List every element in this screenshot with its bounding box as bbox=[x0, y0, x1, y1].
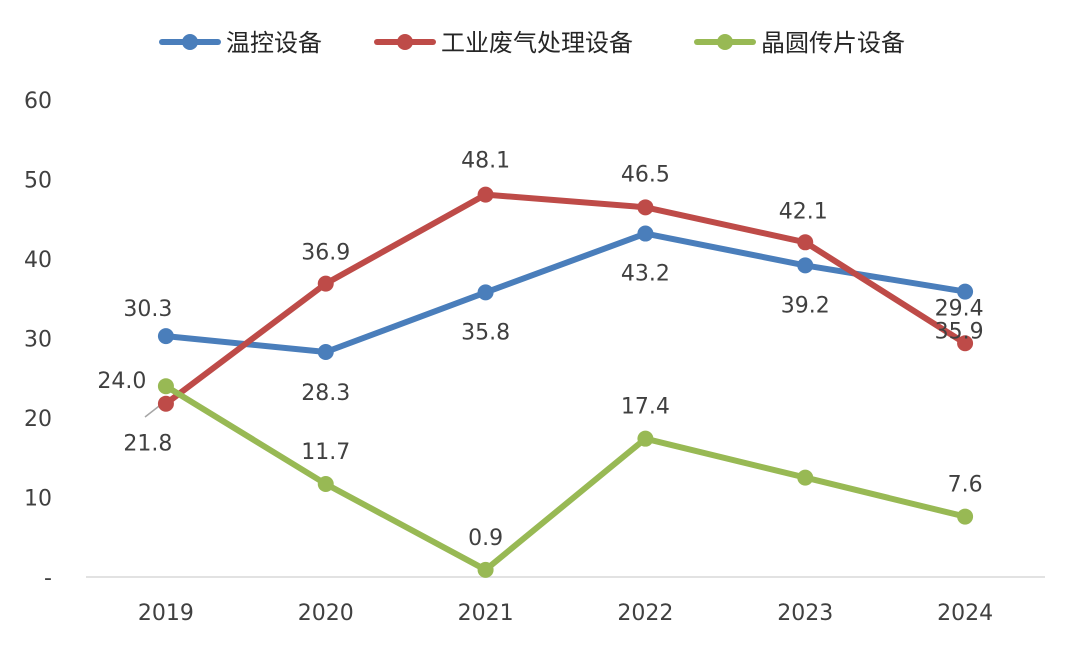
data-label: 0.9 bbox=[468, 526, 503, 551]
legend-label: 工业废气处理设备 bbox=[441, 29, 633, 57]
series-line-0 bbox=[162, 230, 969, 355]
x-tick-label: 2024 bbox=[937, 601, 993, 626]
series-line-1 bbox=[162, 191, 969, 407]
data-point-0-5 bbox=[957, 283, 974, 300]
data-label: 48.1 bbox=[461, 149, 510, 174]
data-label: 21.8 bbox=[123, 432, 172, 457]
x-tick-label: 2022 bbox=[617, 601, 673, 626]
data-point-0-0 bbox=[157, 328, 174, 345]
series-line-2 bbox=[162, 383, 969, 573]
data-label: 11.7 bbox=[301, 440, 350, 465]
data-point-0-4 bbox=[797, 257, 814, 274]
y-tick-label: 30 bbox=[24, 328, 52, 353]
y-tick-label: 60 bbox=[24, 89, 52, 114]
data-point-2-0 bbox=[157, 378, 174, 395]
data-point-2-3 bbox=[637, 430, 654, 447]
data-label: 7.6 bbox=[948, 473, 983, 498]
y-tick-label: 10 bbox=[24, 487, 52, 512]
data-point-0-1 bbox=[317, 344, 334, 361]
data-label: 43.2 bbox=[621, 262, 670, 287]
data-point-1-0 bbox=[157, 395, 174, 412]
data-label: 28.3 bbox=[301, 381, 350, 406]
y-tick-label: 40 bbox=[24, 248, 52, 273]
data-label: 42.1 bbox=[779, 199, 828, 224]
data-point-1-3 bbox=[637, 199, 654, 216]
x-tick-label: 2021 bbox=[458, 601, 514, 626]
data-point-1-5 bbox=[957, 335, 974, 352]
data-point-1-2 bbox=[477, 186, 494, 203]
x-tick-label: 2019 bbox=[138, 601, 194, 626]
data-label: 36.9 bbox=[301, 241, 350, 266]
data-point-2-5 bbox=[957, 508, 974, 525]
data-point-1-4 bbox=[797, 234, 814, 251]
data-label: 35.8 bbox=[461, 320, 510, 345]
data-point-0-2 bbox=[477, 284, 494, 301]
y-tick-label: 20 bbox=[24, 407, 52, 432]
legend-marker-0 bbox=[182, 34, 198, 50]
x-tick-label: 2023 bbox=[777, 601, 833, 626]
data-label: 24.0 bbox=[97, 369, 146, 394]
data-label: 29.4 bbox=[935, 296, 984, 321]
data-point-2-2 bbox=[477, 561, 494, 578]
x-tick-label: 2020 bbox=[298, 601, 354, 626]
legend-marker-1 bbox=[397, 34, 413, 50]
data-label: 46.5 bbox=[621, 162, 670, 187]
data-point-2-1 bbox=[317, 475, 334, 492]
legend-label: 晶圆传片设备 bbox=[761, 29, 905, 57]
data-label: 35.9 bbox=[935, 320, 984, 345]
y-tick-label: - bbox=[44, 566, 52, 591]
data-point-1-1 bbox=[317, 275, 334, 292]
legend-label: 温控设备 bbox=[226, 29, 322, 57]
legend-marker-2 bbox=[717, 34, 733, 50]
data-point-0-3 bbox=[637, 225, 654, 242]
data-label: 17.4 bbox=[621, 395, 670, 420]
data-point-2-4 bbox=[797, 469, 814, 486]
y-tick-label: 50 bbox=[24, 169, 52, 194]
data-label: 30.3 bbox=[123, 297, 172, 322]
data-label: 39.2 bbox=[781, 293, 830, 318]
